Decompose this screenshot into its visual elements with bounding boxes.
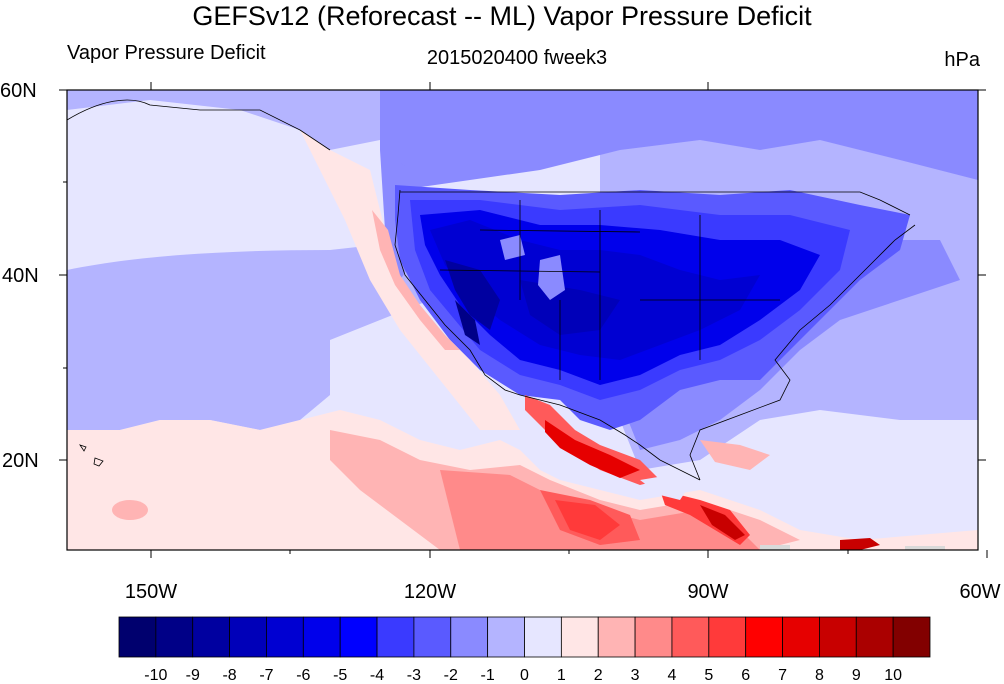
lat-label-20n: 20N <box>2 450 39 472</box>
colorbar-tick-label: 2 <box>594 667 603 684</box>
colorbar-tick-label: 8 <box>815 667 824 684</box>
colorbar-swatch <box>634 616 673 658</box>
colorbar-tick-label: -7 <box>259 667 273 684</box>
colorbar-swatch <box>560 616 599 658</box>
colorbar-swatch <box>302 616 341 658</box>
colorbar-tick-label: 1 <box>557 667 566 684</box>
units-label: hPa <box>944 49 980 71</box>
colorbar-tick-label: -3 <box>407 667 421 684</box>
variable-label: Vapor Pressure Deficit <box>67 42 266 64</box>
colorbar: -10 -9 -8 -7 -6 -5 -4 -3 -2 -1 0 1 2 3 4 5 6 7 8 9 10 <box>118 616 931 684</box>
map-field <box>67 90 978 550</box>
axis-ticks <box>59 82 988 558</box>
colorbar-tick-label: -9 <box>186 667 200 684</box>
colorbar-tick-label: 7 <box>778 667 787 684</box>
colorbar-tick-label: 5 <box>704 667 713 684</box>
colorbar-swatch <box>487 616 525 658</box>
lon-label-150w: 150W <box>125 581 177 603</box>
colorbar-tick-label: 4 <box>668 667 677 684</box>
colorbar-swatch <box>597 616 636 658</box>
coastlines <box>67 99 916 481</box>
colorbar-tick-label: -5 <box>333 667 347 684</box>
lon-label-60w: 60W <box>959 581 1000 603</box>
colorbar-swatch <box>266 616 304 658</box>
colorbar-swatch <box>524 616 562 658</box>
colorbar-swatch <box>855 616 894 658</box>
colorbar-tick-label: 9 <box>852 667 861 684</box>
colorbar-swatch <box>782 616 820 658</box>
colorbar-tick-label: 10 <box>884 667 902 684</box>
colorbar-tick-label: 6 <box>741 667 750 684</box>
colorbar-tick-label: -1 <box>481 667 495 684</box>
colorbar-swatch <box>118 616 157 658</box>
lon-label-90w: 90W <box>687 581 728 603</box>
colorbar-tick-label: 3 <box>631 667 640 684</box>
colorbar-swatch <box>819 616 857 658</box>
chart-title: GEFSv12 (Reforecast -- ML) Vapor Pressur… <box>192 1 812 31</box>
colorbar-tick-label: -8 <box>222 667 236 684</box>
colorbar-swatch <box>155 616 194 658</box>
colorbar-swatch <box>229 616 267 658</box>
forecast-time-label: 2015020400 fweek3 <box>426 47 608 69</box>
lat-label-40n: 40N <box>2 265 39 287</box>
colorbar-swatch <box>892 616 931 658</box>
colorbar-tick-label: -2 <box>444 667 458 684</box>
colorbar-swatch <box>671 616 710 658</box>
colorbar-swatch <box>192 616 230 658</box>
colorbar-swatch <box>450 616 489 658</box>
colorbar-tick-label: -4 <box>370 667 384 684</box>
colorbar-swatch <box>339 616 378 658</box>
lon-label-120w: 120W <box>404 581 456 603</box>
map-frame <box>66 89 979 551</box>
colorbar-tick-label: 0 <box>520 667 529 684</box>
colorbar-tick-label: -10 <box>144 667 167 684</box>
colorbar-swatch <box>376 616 415 658</box>
colorbar-swatch <box>708 616 747 658</box>
colorbar-swatch <box>745 616 783 658</box>
colorbar-swatch <box>413 616 452 658</box>
colorbar-tick-label: -6 <box>296 667 310 684</box>
lat-label-60n: 60N <box>0 80 37 102</box>
